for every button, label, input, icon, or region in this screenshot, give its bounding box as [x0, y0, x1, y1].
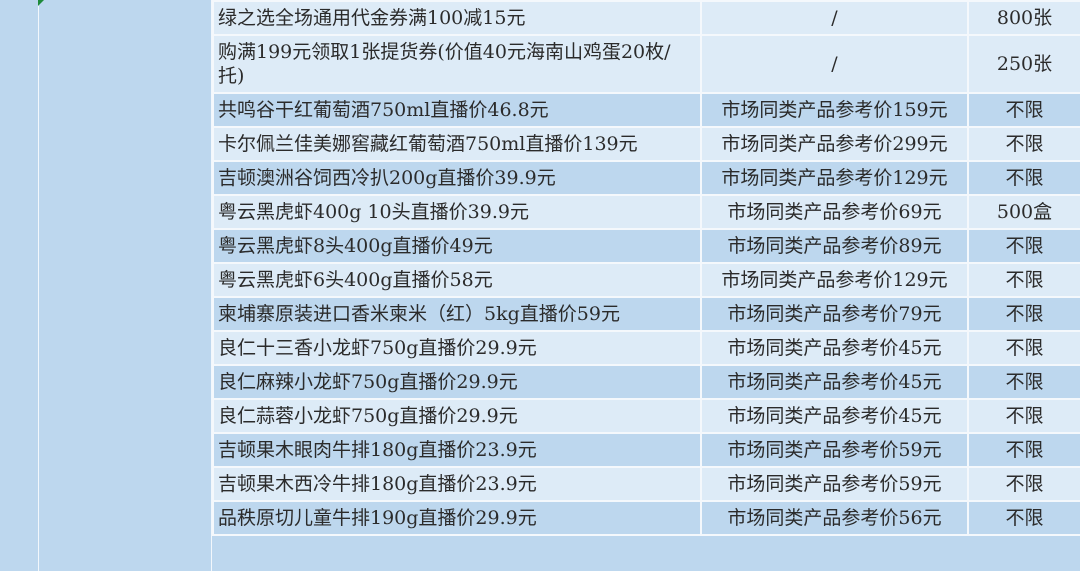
product-cell[interactable]: 粤云黑虎虾8头400g直播价49元 [212, 228, 702, 264]
table-row: 吉顿澳洲谷饲西冷扒200g直播价39.9元 市场同类产品参考价129元 不限 [212, 160, 1080, 196]
table-row: 卡尔佩兰佳美娜窖藏红葡萄酒750ml直播价139元 市场同类产品参考价299元 不限 [212, 126, 1080, 162]
product-cell[interactable]: 吉顿果木眼肉牛排180g直播价23.9元 [212, 432, 702, 468]
reference-price-cell[interactable]: / [700, 34, 969, 94]
table-row: 购满199元领取1张提货券(价值40元海南山鸡蛋20枚/托)/250张 [212, 34, 1080, 94]
product-cell[interactable]: 共鸣谷干红葡萄酒750ml直播价46.8元 [212, 92, 702, 128]
reference-price-cell[interactable]: 市场同类产品参考价59元 [700, 466, 969, 502]
product-cell[interactable]: 良仁蒜蓉小龙虾750g直播价29.9元 [212, 398, 702, 434]
product-cell[interactable]: 良仁十三香小龙虾750g直播价29.9元 [212, 330, 702, 366]
product-cell[interactable]: 粤云黑虎虾6头400g直播价58元 [212, 262, 702, 298]
reference-price-cell[interactable]: 市场同类产品参考价89元 [700, 228, 969, 264]
product-cell[interactable]: 卡尔佩兰佳美娜窖藏红葡萄酒750ml直播价139元 [212, 126, 702, 162]
table-row: 吉顿果木眼肉牛排180g直播价23.9元 市场同类产品参考价59元 不限 [212, 432, 1080, 468]
table-row: 良仁蒜蓉小龙虾750g直播价29.9元 市场同类产品参考价45元 不限 [212, 398, 1080, 434]
reference-price-cell[interactable]: 市场同类产品参考价129元 [700, 160, 969, 196]
reference-price-cell[interactable]: 市场同类产品参考价299元 [700, 126, 969, 162]
table-row: 良仁十三香小龙虾750g直播价29.9元 市场同类产品参考价45元 不限 [212, 330, 1080, 366]
quantity-cell[interactable]: 800张 [967, 0, 1080, 36]
table-row: 品秩原切儿童牛排190g直播价29.9元 市场同类产品参考价56元 不限 [212, 500, 1080, 536]
product-cell[interactable]: 购满199元领取1张提货券(价值40元海南山鸡蛋20枚/托) [212, 34, 702, 94]
product-cell[interactable]: 粤云黑虎虾400g 10头直播价39.9元 [212, 194, 702, 230]
reference-price-cell[interactable]: 市场同类产品参考价45元 [700, 330, 969, 366]
reference-price-cell[interactable]: 市场同类产品参考价45元 [700, 364, 969, 400]
reference-price-cell[interactable]: 市场同类产品参考价129元 [700, 262, 969, 298]
product-cell[interactable]: 品秩原切儿童牛排190g直播价29.9元 [212, 500, 702, 536]
reference-price-cell[interactable]: / [700, 0, 969, 36]
reference-price-cell[interactable]: 市场同类产品参考价56元 [700, 500, 969, 536]
product-cell[interactable]: 吉顿果木西冷牛排180g直播价23.9元 [212, 466, 702, 502]
quantity-cell[interactable]: 不限 [967, 228, 1080, 264]
quantity-cell[interactable]: 不限 [967, 466, 1080, 502]
merged-category-cell [39, 0, 212, 571]
table-row: 粤云黑虎虾8头400g直播价49元 市场同类产品参考价89元 不限 [212, 228, 1080, 264]
table-row: 柬埔寨原装进口香米柬米（红）5kg直播价59元 市场同类产品参考价79元 不限 [212, 296, 1080, 332]
row-header-column [0, 0, 39, 571]
quantity-cell[interactable]: 不限 [967, 160, 1080, 196]
quantity-cell[interactable]: 不限 [967, 92, 1080, 128]
quantity-cell[interactable]: 不限 [967, 364, 1080, 400]
table-row: 良仁麻辣小龙虾750g直播价29.9元 市场同类产品参考价45元 不限 [212, 364, 1080, 400]
table-row: 粤云黑虎虾6头400g直播价58元 市场同类产品参考价129元 不限 [212, 262, 1080, 298]
product-cell[interactable]: 柬埔寨原装进口香米柬米（红）5kg直播价59元 [212, 296, 702, 332]
reference-price-cell[interactable]: 市场同类产品参考价69元 [700, 194, 969, 230]
quantity-cell[interactable]: 不限 [967, 296, 1080, 332]
cell-comment-marker [38, 0, 44, 6]
table-row: 粤云黑虎虾400g 10头直播价39.9元 市场同类产品参考价69元 500盒 [212, 194, 1080, 230]
quantity-cell[interactable]: 250张 [967, 34, 1080, 94]
product-table: 绿之选全场通用代金券满100减15元/800张 购满199元领取1张提货券(价值4… [212, 0, 1080, 536]
quantity-cell[interactable]: 不限 [967, 398, 1080, 434]
product-cell[interactable]: 绿之选全场通用代金券满100减15元 [212, 0, 702, 36]
reference-price-cell[interactable]: 市场同类产品参考价59元 [700, 432, 969, 468]
reference-price-cell[interactable]: 市场同类产品参考价159元 [700, 92, 969, 128]
reference-price-cell[interactable]: 市场同类产品参考价79元 [700, 296, 969, 332]
table-row: 吉顿果木西冷牛排180g直播价23.9元 市场同类产品参考价59元 不限 [212, 466, 1080, 502]
product-cell[interactable]: 良仁麻辣小龙虾750g直播价29.9元 [212, 364, 702, 400]
quantity-cell[interactable]: 不限 [967, 330, 1080, 366]
table-row: 共鸣谷干红葡萄酒750ml直播价46.8元 市场同类产品参考价159元 不限 [212, 92, 1080, 128]
quantity-cell[interactable]: 不限 [967, 262, 1080, 298]
quantity-cell[interactable]: 不限 [967, 126, 1080, 162]
quantity-cell[interactable]: 500盒 [967, 194, 1080, 230]
table-row: 绿之选全场通用代金券满100减15元/800张 [212, 0, 1080, 36]
product-cell[interactable]: 吉顿澳洲谷饲西冷扒200g直播价39.9元 [212, 160, 702, 196]
quantity-cell[interactable]: 不限 [967, 500, 1080, 536]
reference-price-cell[interactable]: 市场同类产品参考价45元 [700, 398, 969, 434]
quantity-cell[interactable]: 不限 [967, 432, 1080, 468]
